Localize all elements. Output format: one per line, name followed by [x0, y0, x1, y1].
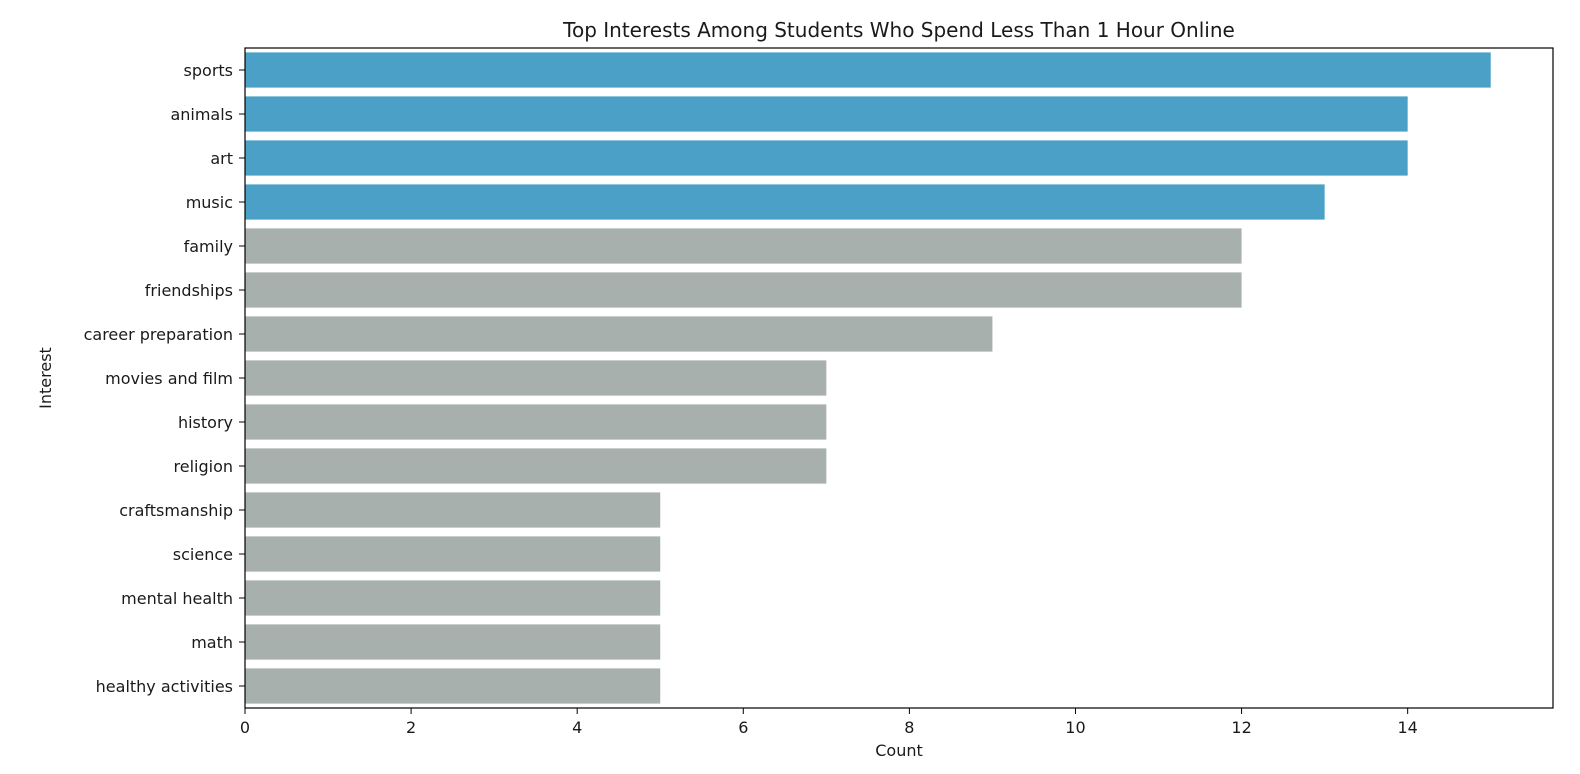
bar-math — [245, 624, 661, 660]
bar-animals — [245, 96, 1408, 132]
y-tick-label: movies and film — [105, 369, 233, 388]
bar-movies-and-film — [245, 360, 827, 396]
bar-mental-health — [245, 580, 661, 616]
bar-religion — [245, 448, 827, 484]
y-tick-label: family — [184, 237, 233, 256]
y-tick-label: craftsmanship — [119, 501, 233, 520]
plot-frame — [244, 47, 1554, 709]
x-axis-label: Count — [875, 741, 923, 760]
bars-group — [245, 52, 1491, 704]
bar-friendships — [245, 272, 1242, 308]
x-tick-label: 12 — [1231, 718, 1251, 737]
y-axis-ticks: sports animals art music family friendships ca… — [84, 61, 245, 696]
y-tick-label: career preparation — [84, 325, 233, 344]
y-tick-label: math — [191, 633, 233, 652]
bar-sports — [245, 52, 1491, 88]
x-tick-label: 8 — [904, 718, 914, 737]
x-tick-label: 10 — [1065, 718, 1085, 737]
y-tick-label: music — [186, 193, 233, 212]
x-axis-ticks: 0 2 4 6 8 10 12 14 — [240, 708, 1418, 737]
bar-family — [245, 228, 1242, 264]
x-tick-label: 0 — [240, 718, 250, 737]
bar-science — [245, 536, 661, 572]
y-tick-label: history — [178, 413, 233, 432]
y-tick-label: mental health — [121, 589, 233, 608]
bar-history — [245, 404, 827, 440]
x-tick-label: 14 — [1397, 718, 1417, 737]
chart-title: Top Interests Among Students Who Spend L… — [562, 18, 1235, 42]
y-tick-label: animals — [170, 105, 233, 124]
y-tick-label: friendships — [145, 281, 233, 300]
y-tick-label: religion — [174, 457, 234, 476]
bar-career-preparation — [245, 316, 993, 352]
y-tick-label: science — [173, 545, 233, 564]
bar-music — [245, 184, 1325, 220]
bar-craftsmanship — [245, 492, 661, 528]
y-tick-label: healthy activities — [96, 677, 233, 696]
bar-art — [245, 140, 1408, 176]
x-tick-label: 4 — [572, 718, 582, 737]
y-tick-label: sports — [184, 61, 233, 80]
x-tick-label: 6 — [738, 718, 748, 737]
y-tick-label: art — [210, 149, 233, 168]
bar-healthy-activities — [245, 668, 661, 704]
y-axis-label: Interest — [36, 347, 55, 409]
x-tick-label: 2 — [406, 718, 416, 737]
